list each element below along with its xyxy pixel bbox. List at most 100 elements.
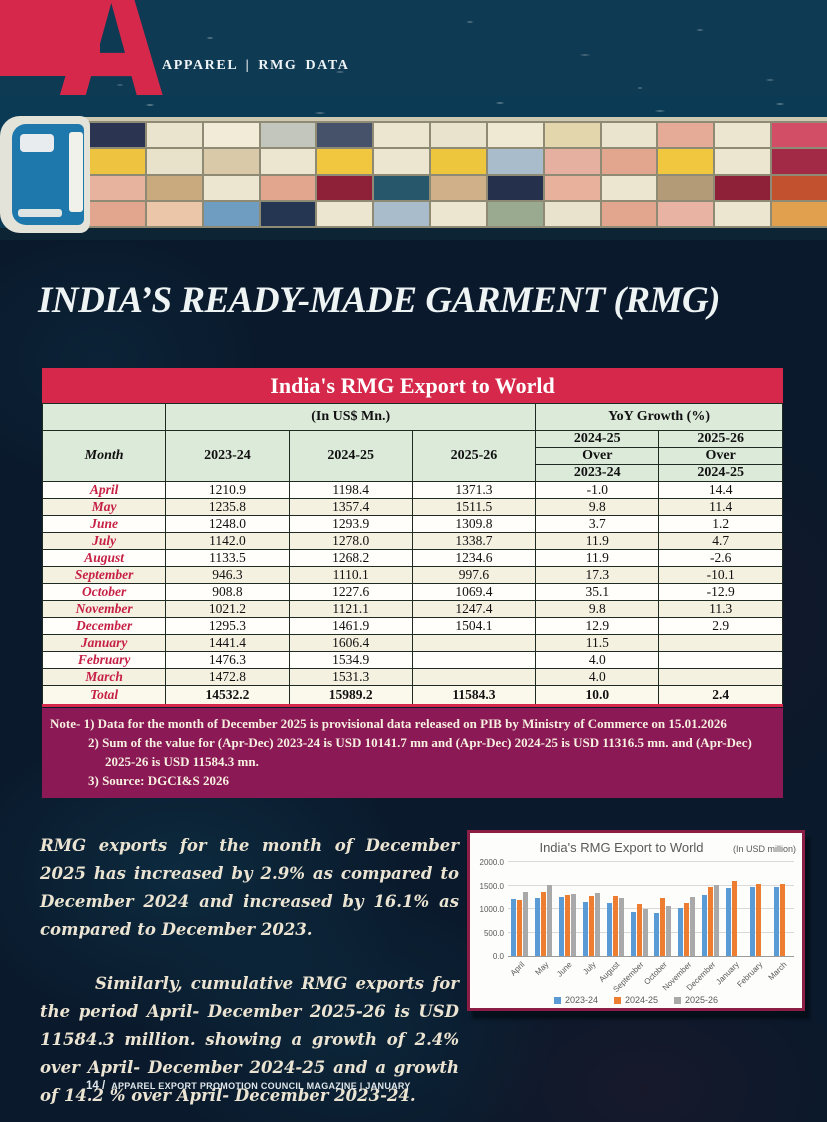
container-box <box>374 201 430 226</box>
bar-group <box>559 862 577 956</box>
growth-header-stack: 2025-26 Over 2024-25 <box>659 431 782 481</box>
bar-group <box>725 862 743 956</box>
growth-header-line: 2025-26 <box>659 431 782 448</box>
container-box <box>90 149 145 174</box>
container-box <box>203 149 259 174</box>
growth-header-line: 2024-25 <box>697 465 745 480</box>
ship-deck-edge <box>58 117 827 123</box>
value-cell: 1069.4 <box>411 583 537 601</box>
container-box <box>544 201 600 226</box>
bar-group <box>654 862 672 956</box>
container-box <box>317 201 373 226</box>
section-tagline: APPAREL | RMG DATA <box>162 58 350 73</box>
value-cell: 2.9 <box>658 617 783 635</box>
bar <box>702 895 708 956</box>
container-box <box>772 175 827 200</box>
value-cell: 1338.7 <box>411 532 537 550</box>
total-label-cell: Total <box>41 685 167 707</box>
bar <box>773 886 779 956</box>
container-box <box>487 201 543 226</box>
bar-group <box>630 862 648 956</box>
x-tick-label: March <box>766 960 789 983</box>
value-cell <box>658 668 783 686</box>
table-row: August 1133.5 1268.2 1234.6 11.9 -2.6 <box>41 549 783 567</box>
bar-group <box>606 862 624 956</box>
container-box <box>601 201 657 226</box>
bar <box>588 895 594 956</box>
value-cell: 14.4 <box>658 481 783 499</box>
container-box <box>544 149 600 174</box>
bar <box>654 913 660 956</box>
value-cell: 1121.1 <box>288 600 413 618</box>
bar <box>779 884 785 956</box>
value-cell <box>411 668 537 686</box>
legend-label: 2025-26 <box>685 995 719 1005</box>
container-box <box>203 123 259 148</box>
container-box <box>317 149 373 174</box>
y-tick-label: 1000.0 <box>479 905 504 914</box>
value-cell: 4.0 <box>535 651 660 669</box>
value-cell: 11.5 <box>535 634 660 652</box>
gridline <box>508 908 794 909</box>
container-box <box>544 175 600 200</box>
month-cell: February <box>41 651 167 669</box>
container-box <box>772 149 827 174</box>
container-box <box>90 201 145 226</box>
value-cell <box>658 651 783 669</box>
bar <box>636 903 642 956</box>
value-cell: 1133.5 <box>165 549 290 567</box>
bar <box>714 885 720 956</box>
container-box <box>715 175 771 200</box>
value-cell <box>411 634 537 652</box>
growth-header-line: Over <box>659 448 782 465</box>
value-cell: 1278.0 <box>288 532 413 550</box>
total-value-cell: 2.4 <box>658 685 783 707</box>
gridline <box>508 931 794 933</box>
container-box <box>146 123 202 148</box>
body-paragraph: Similarly, cumulative RMG exports for th… <box>40 974 459 1105</box>
note-line: 2025-26 is USD 11584.3 mn. <box>105 754 259 769</box>
container-box <box>260 149 316 174</box>
ship-hull <box>0 228 827 240</box>
chart-plot-row: 2000.0 1500.0 1000.0 500.0 0.0 <box>474 858 794 961</box>
legend-entry: 2023-24 <box>553 995 598 1005</box>
value-cell: 1235.8 <box>165 498 290 516</box>
year-column-header: 2024-25 <box>288 430 413 482</box>
ship-bow <box>0 116 90 233</box>
container-box <box>487 149 543 174</box>
month-cell: January <box>41 634 167 652</box>
bar <box>678 908 684 956</box>
chart-unit-label: (In USD million) <box>732 844 796 854</box>
month-cell: June <box>41 515 167 533</box>
growth-header-stack: 2024-25 Over 2023-24 <box>536 431 659 481</box>
bar <box>630 911 636 956</box>
value-cell: 1021.2 <box>165 600 290 618</box>
legend-swatch <box>613 996 621 1004</box>
bar <box>511 899 517 956</box>
legend-entry: 2025-26 <box>674 995 718 1005</box>
table-row: May 1235.8 1357.4 1511.5 9.8 11.4 <box>41 498 783 516</box>
container-box <box>260 201 316 226</box>
year-column-header: 2023-24 <box>165 430 290 482</box>
value-cell: 1248.0 <box>165 515 290 533</box>
table-row: December 1295.3 1461.9 1504.1 12.9 2.9 <box>41 617 783 635</box>
bar <box>559 897 565 956</box>
container-box <box>601 149 657 174</box>
value-cell: -12.9 <box>658 583 783 601</box>
bar <box>660 898 666 956</box>
section-header-row: (In US$ Mn.) YoY Growth (%) <box>41 403 783 431</box>
container-box <box>317 175 373 200</box>
year-column-header: 2025-26 <box>411 430 537 482</box>
table-title: India's RMG Export to World <box>42 368 783 403</box>
container-box <box>203 175 259 200</box>
value-cell: 1110.1 <box>288 566 413 584</box>
value-cell: -10.1 <box>658 566 783 584</box>
value-cell: 17.3 <box>535 566 660 584</box>
month-cell: October <box>41 583 167 601</box>
article-body: RMG exports for the month of December 20… <box>40 832 459 1110</box>
container-box <box>601 175 657 200</box>
value-cell: 1247.4 <box>411 600 537 618</box>
value-cell: 1472.8 <box>165 668 290 686</box>
container-box <box>544 123 600 148</box>
chart-ylabels: 2000.0 1500.0 1000.0 500.0 0.0 <box>474 858 508 961</box>
